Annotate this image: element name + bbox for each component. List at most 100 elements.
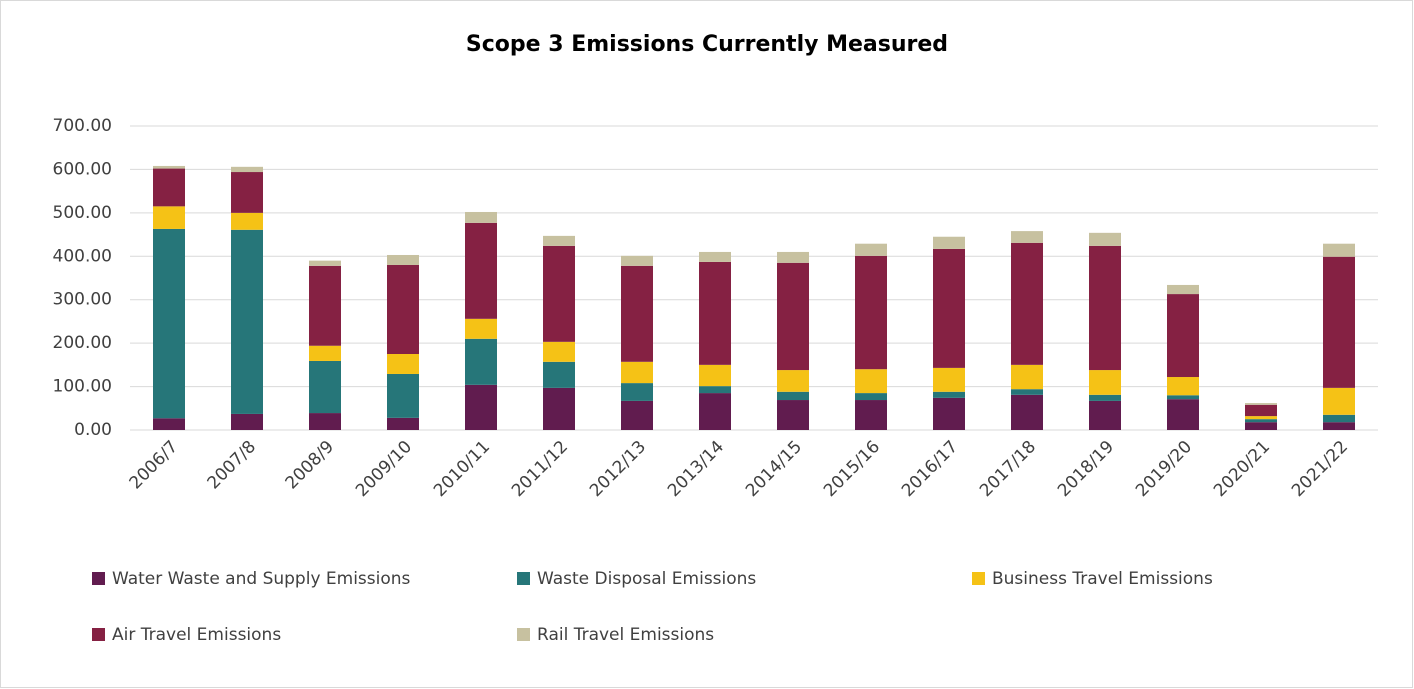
bar-segment (153, 206, 185, 229)
bar-segment (1323, 387, 1355, 415)
bar-segment (1167, 399, 1199, 430)
bar-segment (1089, 232, 1121, 246)
bar-segment (1011, 231, 1043, 243)
bar-segment (309, 260, 341, 266)
y-tick-label: 200.00 (53, 333, 112, 353)
bar-segment (855, 255, 887, 370)
bar-segment (309, 345, 341, 361)
bar-segment (465, 384, 497, 430)
bar-segment (231, 172, 263, 213)
bar-segment (1245, 404, 1277, 417)
bar-segment (933, 391, 965, 398)
legend-label: Rail Travel Emissions (537, 625, 714, 645)
bar-segment (1245, 416, 1277, 420)
bar-segment (855, 243, 887, 256)
bar-segment (1089, 370, 1121, 395)
bar-segment (387, 264, 419, 354)
bar-segment (1167, 294, 1199, 378)
bar-segment (777, 391, 809, 401)
legend-swatch (972, 572, 985, 585)
bar-segment (1323, 414, 1355, 423)
bar-segment (309, 413, 341, 430)
bar-segment (309, 265, 341, 346)
bar-segment (231, 166, 263, 173)
bar-segment (153, 418, 185, 430)
legend-swatch (92, 628, 105, 641)
bar-segment (777, 262, 809, 371)
bar-segment (387, 417, 419, 430)
bar-segment (1167, 395, 1199, 400)
legend-swatch (517, 572, 530, 585)
bar-segment (699, 251, 731, 262)
bar-segment (621, 255, 653, 266)
y-tick-label: 400.00 (53, 246, 112, 266)
bar-segment (1089, 394, 1121, 401)
bar-segment (465, 318, 497, 339)
bar-segment (699, 386, 731, 394)
bar-segment (777, 370, 809, 392)
legend-label: Water Waste and Supply Emissions (112, 569, 411, 589)
bar-segment (153, 168, 185, 207)
legend-label: Business Travel Emissions (992, 569, 1213, 589)
y-tick-label: 100.00 (53, 377, 112, 397)
bar-segment (1089, 245, 1121, 371)
bar-segment (1011, 394, 1043, 430)
bar-segment (777, 251, 809, 263)
bar-segment (387, 373, 419, 418)
bar-segment (855, 393, 887, 401)
bar-segment (387, 254, 419, 265)
bar-segment (309, 360, 341, 414)
bar-segment (1245, 422, 1277, 430)
bar-segment (1011, 242, 1043, 365)
bar-segment (543, 245, 575, 342)
y-tick-label: 700.00 (53, 116, 112, 136)
y-tick-label: 600.00 (53, 159, 112, 179)
bar-segment (231, 212, 263, 230)
legend-label: Waste Disposal Emissions (537, 569, 756, 589)
bar-segment (1011, 389, 1043, 395)
bar-segment (1323, 256, 1355, 388)
bar-segment (699, 261, 731, 365)
bar-segment (855, 400, 887, 430)
bar-segment (1011, 364, 1043, 390)
bar-segment (933, 367, 965, 392)
bar-segment (387, 354, 419, 374)
bar-segment (231, 413, 263, 430)
bar-segment (465, 338, 497, 385)
bar-segment (1245, 419, 1277, 423)
bar-segment (465, 222, 497, 319)
legend-label: Air Travel Emissions (112, 625, 281, 645)
legend-swatch (92, 572, 105, 585)
bar-segment (465, 211, 497, 223)
y-tick-label: 500.00 (53, 203, 112, 223)
y-tick-label: 0.00 (74, 420, 112, 440)
bar-segment (153, 228, 185, 419)
bar-segment (621, 265, 653, 362)
bar-segment (621, 383, 653, 401)
bar-segment (1167, 377, 1199, 396)
chart-title: Scope 3 Emissions Currently Measured (466, 32, 948, 57)
bar-segment (621, 400, 653, 430)
bar-segment (777, 400, 809, 430)
bar-segment (1245, 403, 1277, 405)
y-tick-label: 300.00 (53, 290, 112, 310)
bar-segment (699, 393, 731, 430)
bar-segment (933, 236, 965, 249)
legend-swatch (517, 628, 530, 641)
bar-segment (543, 235, 575, 246)
bar-segment (699, 364, 731, 387)
bar-segment (231, 229, 263, 414)
bar-segment (855, 369, 887, 394)
bar-segment (933, 248, 965, 368)
bar-segment (621, 361, 653, 384)
bar-segment (1323, 243, 1355, 257)
bar-segment (1089, 400, 1121, 430)
bar-segment (543, 361, 575, 388)
bar-segment (1323, 422, 1355, 430)
bar-segment (153, 165, 185, 169)
bar-segment (933, 397, 965, 430)
bar-segment (1167, 284, 1199, 295)
bar-segment (543, 387, 575, 430)
bar-segment (543, 341, 575, 362)
